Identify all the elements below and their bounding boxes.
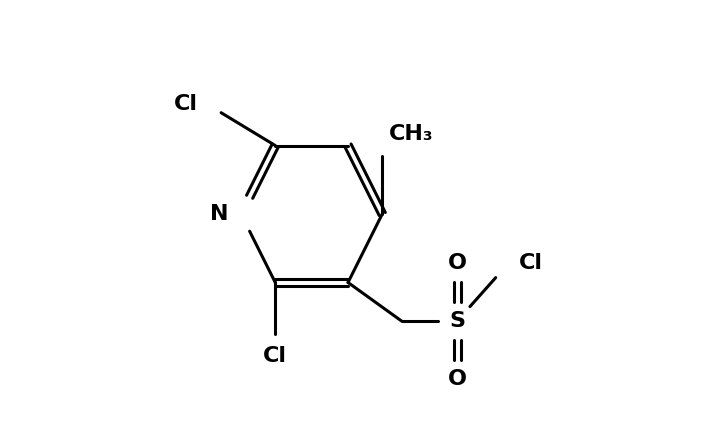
Text: O: O — [448, 369, 467, 389]
Text: Cl: Cl — [174, 94, 198, 114]
Text: Cl: Cl — [519, 253, 543, 273]
Text: N: N — [210, 204, 228, 224]
Text: O: O — [448, 253, 467, 273]
Text: CH₃: CH₃ — [388, 124, 433, 144]
Text: Cl: Cl — [264, 346, 287, 366]
Text: S: S — [449, 311, 465, 331]
